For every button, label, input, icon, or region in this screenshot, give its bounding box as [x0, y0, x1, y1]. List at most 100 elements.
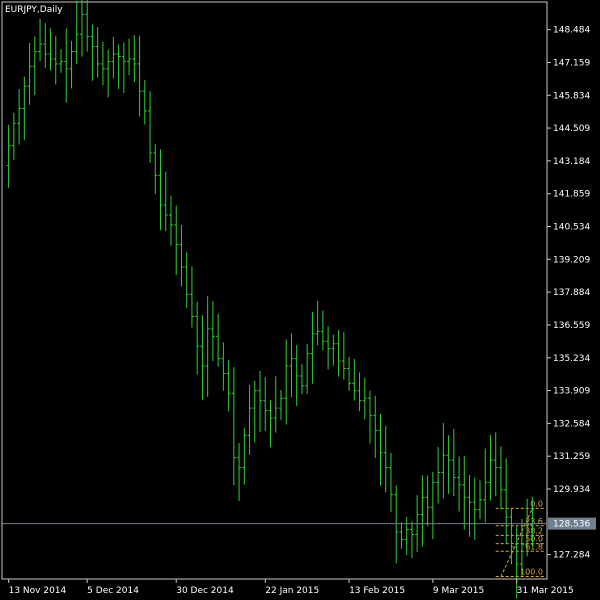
- candle: [383, 425, 388, 493]
- candle: [514, 526, 519, 599]
- y-tick-label: 132.584: [553, 419, 590, 429]
- fibonacci-retracement[interactable]: 0.0 23.638.250.061.8 100.0: [495, 499, 545, 578]
- y-tick-label: 144.509: [553, 124, 590, 134]
- y-tick-label: 148.484: [553, 26, 590, 36]
- candle: [341, 332, 346, 380]
- candle: [43, 23, 48, 68]
- candle: [430, 471, 435, 540]
- x-tick-label: 5 Dec 2014: [87, 586, 139, 596]
- fib-level-label: 23.6: [525, 517, 543, 526]
- candle: [467, 475, 472, 537]
- candle: [525, 498, 530, 557]
- candle: [362, 377, 367, 420]
- candle: [27, 42, 32, 105]
- candle: [216, 313, 221, 367]
- y-tick-label: 136.559: [553, 321, 590, 331]
- candle: [299, 363, 304, 395]
- candle: [278, 390, 283, 420]
- candle: [6, 124, 11, 189]
- candle: [352, 358, 357, 401]
- candle: [284, 339, 289, 425]
- y-tick-label: 127.284: [553, 551, 590, 561]
- fib-level-label: 38.2: [525, 526, 543, 535]
- candle: [378, 413, 383, 486]
- candle: [273, 376, 278, 433]
- candle: [69, 40, 74, 89]
- candle: [519, 518, 524, 576]
- x-tick-label: 9 Mar 2015: [433, 586, 484, 596]
- time-axis: 13 Nov 2014 5 Dec 2014 30 Dec 2014 22 Jan 2…: [8, 579, 574, 596]
- candle: [200, 315, 205, 400]
- candle: [457, 456, 462, 512]
- candle: [85, 0, 90, 52]
- candle: [121, 42, 126, 93]
- x-tick-label: 30 Dec 2014: [176, 586, 234, 596]
- candle: [373, 395, 378, 458]
- x-tick-label: 31 Mar 2015: [517, 586, 574, 596]
- candle: [184, 252, 189, 309]
- candle: [100, 41, 105, 86]
- candle: [231, 367, 236, 486]
- candle: [22, 76, 27, 140]
- y-tick-label: 129.934: [553, 485, 590, 495]
- candle: [425, 475, 430, 527]
- candle: [347, 356, 352, 391]
- y-tick-label: 147.159: [553, 58, 590, 68]
- candle: [95, 27, 100, 78]
- candle: [320, 310, 325, 351]
- candle: [310, 311, 315, 384]
- candle: [189, 266, 194, 328]
- candle: [64, 28, 69, 103]
- candles-layer: [6, 0, 535, 599]
- x-tick-label: 13 Nov 2014: [9, 586, 67, 596]
- x-tick-label: 22 Jan 2015: [265, 586, 319, 596]
- candle: [446, 435, 451, 494]
- candle: [394, 485, 399, 564]
- fib-level-label: 0.0: [530, 499, 543, 508]
- candle: [289, 333, 294, 398]
- candle: [451, 428, 456, 497]
- candle: [148, 91, 153, 163]
- candle: [252, 380, 257, 443]
- candle: [315, 300, 320, 346]
- candle: [263, 377, 268, 431]
- candle: [530, 496, 535, 547]
- plot-frame: [1, 1, 548, 580]
- candle: [326, 326, 331, 370]
- candle: [472, 477, 477, 540]
- candle: [357, 372, 362, 412]
- candle: [226, 360, 231, 412]
- candle: [441, 423, 446, 499]
- y-tick-label: 141.859: [553, 190, 590, 200]
- candle: [294, 344, 299, 406]
- y-tick-label: 140.534: [553, 223, 590, 233]
- candle: [420, 475, 425, 547]
- candle: [11, 112, 16, 160]
- candle: [74, 0, 79, 65]
- y-tick-label: 145.834: [553, 91, 590, 101]
- candle: [509, 508, 514, 565]
- candle: [132, 35, 137, 83]
- candle: [48, 28, 53, 71]
- candle: [483, 448, 488, 523]
- candle: [493, 432, 498, 497]
- candle: [106, 49, 111, 98]
- current-price-badge: [548, 517, 596, 530]
- x-tick-label: 13 Feb 2015: [349, 586, 405, 596]
- candle: [38, 18, 43, 62]
- candle: [247, 384, 252, 455]
- candle: [153, 144, 158, 195]
- candle: [498, 446, 503, 510]
- candle: [58, 49, 63, 73]
- y-tick-label: 137.884: [553, 288, 590, 298]
- candle: [32, 36, 37, 96]
- fib-level-label: 61.8: [525, 542, 543, 551]
- fib-level-label: 100.0: [520, 568, 543, 577]
- fib-level-label: 50.0: [525, 535, 543, 544]
- candle: [331, 334, 336, 366]
- candle: [90, 24, 95, 81]
- candle: [436, 447, 441, 504]
- candle: [142, 80, 147, 125]
